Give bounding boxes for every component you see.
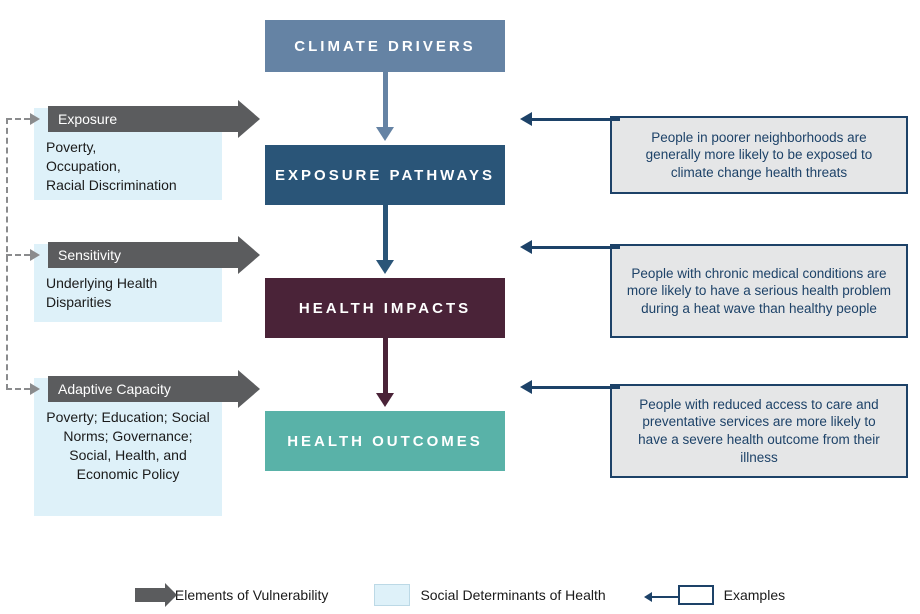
legend-arrow-icon [135,588,165,602]
flow-label: EXPOSURE PATHWAYS [275,167,495,184]
example-box-impacts: People with chronic medical conditions a… [610,244,908,338]
flow-label: HEALTH OUTCOMES [287,433,483,450]
arrow-bar-label: Sensitivity [58,247,121,263]
legend: Elements of Vulnerability Social Determi… [0,584,920,606]
flow-box-health-outcomes: HEALTH OUTCOMES [265,411,505,471]
legend-label: Elements of Vulnerability [175,587,329,603]
dashed-connector-stub [6,388,30,390]
flow-box-health-impacts: HEALTH IMPACTS [265,278,505,338]
flow-box-climate-drivers: CLIMATE DRIVERS [265,20,505,72]
arrow-bar-sensitivity: Sensitivity [48,242,238,268]
example-text: People with chronic medical conditions a… [626,265,892,318]
dashed-connector-stub [6,254,30,256]
legend-swatch-icon [374,584,410,606]
legend-label: Social Determinants of Health [420,587,605,603]
legend-example-icon [678,585,714,605]
example-text: People with reduced access to care and p… [626,396,892,466]
example-box-outcomes: People with reduced access to care and p… [610,384,908,478]
arrow-bar-exposure: Exposure [48,106,238,132]
legend-label: Examples [724,587,785,603]
flow-label: CLIMATE DRIVERS [294,38,475,55]
dashed-arrowhead-icon [30,113,40,125]
climate-health-diagram: CLIMATE DRIVERS EXPOSURE PATHWAYS HEALTH… [0,0,920,614]
example-text: People in poorer neighborhoods are gener… [626,129,892,182]
arrow-bar-label: Adaptive Capacity [58,381,171,397]
example-box-exposure: People in poorer neighborhoods are gener… [610,116,908,194]
legend-example-arrow-icon [652,596,678,598]
legend-item-vulnerability: Elements of Vulnerability [135,587,329,603]
dashed-arrowhead-icon [30,383,40,395]
dashed-connector-stub [6,118,30,120]
legend-item-determinants: Social Determinants of Health [374,584,605,606]
arrow-bar-label: Exposure [58,111,117,127]
determinant-body: Poverty; Education; Social Norms; Govern… [46,408,210,484]
determinant-body: Poverty, Occupation, Racial Discriminati… [46,138,210,195]
flow-label: HEALTH IMPACTS [299,300,471,317]
determinant-body: Underlying Health Disparities [46,274,210,312]
arrow-bar-adaptive: Adaptive Capacity [48,376,238,402]
dashed-arrowhead-icon [30,249,40,261]
legend-item-examples: Examples [678,585,785,605]
flow-box-exposure-pathways: EXPOSURE PATHWAYS [265,145,505,205]
